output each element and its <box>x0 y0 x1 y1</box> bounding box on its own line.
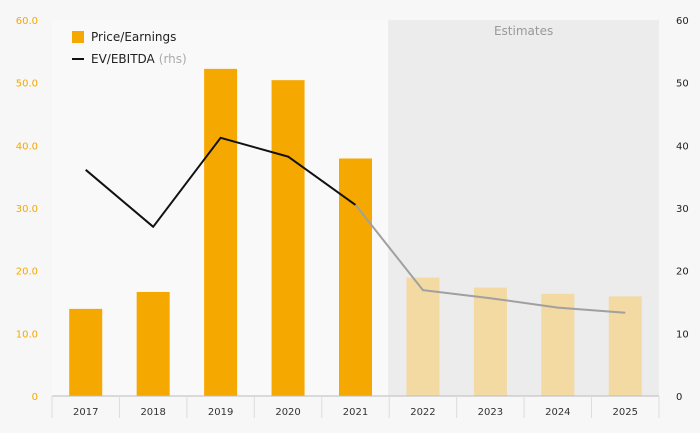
right-tick-label: 0 <box>676 392 682 403</box>
left-tick-label: 10.0 <box>16 329 38 340</box>
x-tick-label-2022: 2022 <box>410 407 435 418</box>
estimates-label: Estimates <box>494 24 553 38</box>
ev-ebitda-line-estimate <box>354 204 626 314</box>
bar-2024 <box>541 293 575 396</box>
left-tick-label: 60.0 <box>16 16 38 27</box>
left-tick-label: 30.0 <box>16 204 38 215</box>
right-tick-label: 50 <box>676 79 689 90</box>
right-tick-label: 10 <box>676 329 689 340</box>
legend: Price/Earnings EV/EBITDA (rhs) <box>72 27 187 71</box>
x-tick-label-2017: 2017 <box>73 407 98 418</box>
ev-ebitda-line <box>85 136 357 228</box>
bar-2023 <box>473 287 507 396</box>
bar-2019 <box>204 68 238 396</box>
legend-item-price-earnings: Price/Earnings <box>72 27 187 47</box>
left-tick-label: 40.0 <box>16 141 38 152</box>
bar-2022 <box>406 277 440 396</box>
right-tick-label: 60 <box>676 16 689 27</box>
legend-line-swatch <box>72 58 84 60</box>
bar-2020 <box>271 80 305 396</box>
x-tick-label-2018: 2018 <box>140 407 165 418</box>
legend-label-price-earnings: Price/Earnings <box>91 30 177 44</box>
legend-item-ev-ebitda: EV/EBITDA (rhs) <box>72 49 187 69</box>
x-tick-label-2020: 2020 <box>275 407 300 418</box>
left-tick-label: 0 <box>32 392 38 403</box>
right-tick-label: 30 <box>676 204 689 215</box>
legend-rhs-note: (rhs) <box>158 52 187 66</box>
legend-bar-swatch <box>72 31 84 43</box>
x-tick-label-2023: 2023 <box>478 407 503 418</box>
x-tick-label-2021: 2021 <box>343 407 368 418</box>
bar-2021 <box>339 158 372 396</box>
x-tick-label-2024: 2024 <box>545 407 570 418</box>
x-tick-label-2019: 2019 <box>208 407 233 418</box>
x-tick-label-2025: 2025 <box>613 407 638 418</box>
left-tick-label: 50.0 <box>16 79 38 90</box>
right-tick-label: 40 <box>676 141 689 152</box>
left-tick-label: 20.0 <box>16 267 38 278</box>
right-tick-label: 20 <box>676 267 689 278</box>
bar-2017 <box>69 308 103 396</box>
bar-2018 <box>136 291 170 396</box>
legend-label-ev-ebitda: EV/EBITDA <box>91 52 155 66</box>
